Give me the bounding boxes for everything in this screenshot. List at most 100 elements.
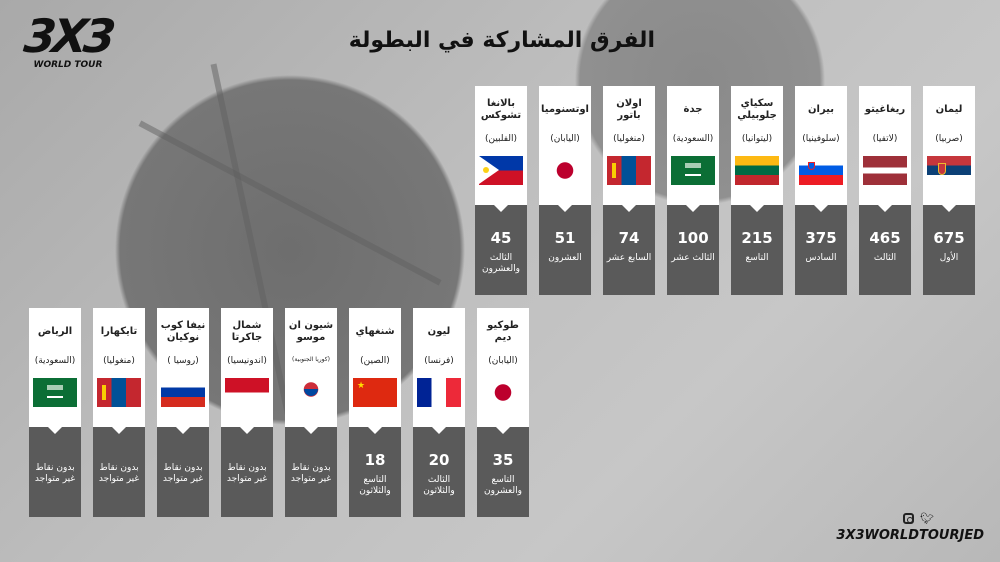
team-country: (الصين) bbox=[360, 356, 390, 366]
team-rank: السادس bbox=[805, 253, 837, 263]
team-card-stats: 100 الثالث عشر bbox=[667, 205, 719, 295]
team-card-header: ليون (فرنسا) bbox=[413, 308, 465, 427]
team-card: طوكيو ديم (اليابان) 35 التاسع والعشرون bbox=[477, 308, 529, 517]
team-name: سكياي جلوبيلي bbox=[737, 98, 777, 121]
team-name: بيران bbox=[807, 104, 835, 115]
team-points: 215 bbox=[741, 229, 773, 247]
team-country: (كوريا الجنوبية) bbox=[292, 356, 330, 363]
team-name: شمال جاكرتا bbox=[231, 320, 263, 343]
team-card: سكياي جلوبيلي (ليتوانيا) 215 التاسع bbox=[731, 86, 783, 295]
team-card-stats: بدون نقاط غير متواجد bbox=[285, 427, 337, 517]
team-points: 20 bbox=[428, 451, 450, 469]
team-name: اوتسنوميا bbox=[541, 104, 589, 115]
team-card-stats: 18 التاسع والثلاثون bbox=[349, 427, 401, 517]
team-card-header: اوتسنوميا (اليابان) bbox=[539, 86, 591, 205]
team-card-header: جدة (السعودية) bbox=[667, 86, 719, 205]
team-card: اولان باتور (منغوليا) 74 السابع عشر bbox=[603, 86, 655, 295]
team-card-header: الرياض (السعودية) bbox=[29, 308, 81, 427]
team-points: 45 bbox=[490, 229, 512, 247]
team-country: (منغوليا) bbox=[613, 134, 645, 144]
team-card: شنغهاي (الصين) ★ 18 التاسع والثلاثون bbox=[349, 308, 401, 517]
team-card: شيون ان موسو (كوريا الجنوبية) بدون نقاط … bbox=[285, 308, 337, 517]
team-card-header: شيون ان موسو (كوريا الجنوبية) bbox=[285, 308, 337, 427]
team-card-header: تايكهارا (منغوليا) bbox=[93, 308, 145, 427]
team-card-header: شنغهاي (الصين) ★ bbox=[349, 308, 401, 427]
team-card-stats: بدون نقاط غير متواجد bbox=[221, 427, 273, 517]
team-country: (سلوفينيا) bbox=[802, 134, 840, 144]
team-card: ريغاغيتو (لاتفيا) 465 الثالث bbox=[859, 86, 911, 295]
team-name: شيون ان موسو bbox=[288, 320, 334, 343]
flag-china-icon: ★ bbox=[353, 378, 397, 407]
team-card-header: ريغاغيتو (لاتفيا) bbox=[859, 86, 911, 205]
teams-row-bottom: طوكيو ديم (اليابان) 35 التاسع والعشرون ل… bbox=[29, 308, 529, 517]
team-card: بيران (سلوفينيا) 375 السادس bbox=[795, 86, 847, 295]
team-country: (اندونيسيا) bbox=[227, 356, 267, 366]
team-rank: التاسع bbox=[745, 253, 769, 263]
team-country: (صربيا) bbox=[935, 134, 963, 144]
team-rank: بدون نقاط غير متواجد bbox=[98, 463, 140, 484]
team-name: جدة bbox=[683, 104, 703, 115]
team-card-header: ليمان (صربيا) bbox=[923, 86, 975, 205]
team-rank: الثالث عشر bbox=[671, 253, 715, 263]
team-country: (روسيا ) bbox=[167, 356, 199, 366]
team-points: 465 bbox=[869, 229, 901, 247]
twitter-icon[interactable]: 🐦︎ bbox=[920, 512, 934, 525]
team-points: 51 bbox=[554, 229, 576, 247]
team-card: تايكهارا (منغوليا) بدون نقاط غير متواجد bbox=[93, 308, 145, 517]
team-country: (منغوليا) bbox=[103, 356, 135, 366]
team-points: 74 bbox=[618, 229, 640, 247]
team-country: (السعودية) bbox=[34, 356, 76, 366]
team-rank: التاسع والثلاثون bbox=[359, 475, 391, 496]
flag-korea-icon bbox=[289, 375, 333, 404]
team-card: شمال جاكرتا (اندونيسيا) بدون نقاط غير مت… bbox=[221, 308, 273, 517]
flag-lithuania-icon bbox=[735, 156, 779, 185]
team-card-stats: 465 الثالث bbox=[859, 205, 911, 295]
flag-mongolia-icon bbox=[97, 378, 141, 407]
team-name: تايكهارا bbox=[100, 326, 138, 337]
flag-japan-icon bbox=[481, 378, 525, 407]
team-card-stats: بدون نقاط غير متواجد bbox=[29, 427, 81, 517]
flag-philippines-icon bbox=[479, 156, 523, 185]
flag-france-icon bbox=[417, 378, 461, 407]
flag-japan-icon bbox=[543, 156, 587, 185]
flag-saudi-icon bbox=[33, 378, 77, 407]
team-card: جدة (السعودية) 100 الثالث عشر bbox=[667, 86, 719, 295]
team-card-stats: 215 التاسع bbox=[731, 205, 783, 295]
team-card: بالانغا تشوكس (الفلبين) 45 الثالث والعشر… bbox=[475, 86, 527, 295]
flag-russia-icon bbox=[161, 378, 205, 407]
team-card: ليون (فرنسا) 20 الثالث والثلاثون bbox=[413, 308, 465, 517]
instagram-icon[interactable] bbox=[903, 513, 915, 524]
team-rank: الثالث والعشرون bbox=[482, 253, 520, 274]
flag-slovenia-icon bbox=[799, 156, 843, 185]
flag-latvia-icon bbox=[863, 156, 907, 185]
teams-row-top: ليمان (صربيا) 675 الأول ريغاغيتو (لاتفيا… bbox=[475, 86, 975, 295]
team-country: (ليتوانيا) bbox=[741, 134, 773, 144]
logo-mark: 3X3 bbox=[21, 9, 115, 63]
team-card-stats: 35 التاسع والعشرون bbox=[477, 427, 529, 517]
team-points: 18 bbox=[364, 451, 386, 469]
team-card-stats: 20 الثالث والثلاثون bbox=[413, 427, 465, 517]
team-name: طوكيو ديم bbox=[487, 320, 519, 343]
team-points: 375 bbox=[805, 229, 837, 247]
team-card: اوتسنوميا (اليابان) 51 العشرون bbox=[539, 86, 591, 295]
team-card-header: طوكيو ديم (اليابان) bbox=[477, 308, 529, 427]
team-country: (السعودية) bbox=[672, 134, 714, 144]
team-name: ليون bbox=[427, 326, 451, 337]
team-card-header: نيفا كوب نوكيان (روسيا ) bbox=[157, 308, 209, 427]
flag-mongolia-icon bbox=[607, 156, 651, 185]
team-rank: الأول bbox=[939, 253, 959, 263]
team-name: شنغهاي bbox=[355, 326, 395, 337]
team-card-stats: 45 الثالث والعشرون bbox=[475, 205, 527, 295]
team-card: ليمان (صربيا) 675 الأول bbox=[923, 86, 975, 295]
team-country: (فرنسا) bbox=[424, 356, 454, 366]
team-rank: التاسع والعشرون bbox=[484, 475, 522, 496]
team-card-header: اولان باتور (منغوليا) bbox=[603, 86, 655, 205]
team-card: الرياض (السعودية) بدون نقاط غير متواجد bbox=[29, 308, 81, 517]
team-country: (لاتفيا) bbox=[872, 134, 898, 144]
team-rank: الثالث bbox=[873, 253, 897, 263]
team-card-stats: 74 السابع عشر bbox=[603, 205, 655, 295]
team-card-stats: 375 السادس bbox=[795, 205, 847, 295]
team-card-stats: 51 العشرون bbox=[539, 205, 591, 295]
basketball-seam bbox=[138, 120, 442, 286]
team-name: بالانغا تشوكس bbox=[480, 98, 522, 121]
